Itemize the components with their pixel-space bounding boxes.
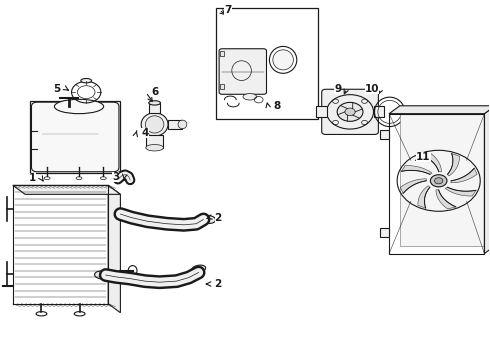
Text: 7: 7 bbox=[224, 5, 232, 15]
Text: 11: 11 bbox=[416, 152, 431, 162]
Bar bbox=[216, 8, 318, 119]
Polygon shape bbox=[436, 190, 456, 209]
Text: 10: 10 bbox=[365, 84, 379, 94]
Ellipse shape bbox=[149, 101, 160, 105]
FancyBboxPatch shape bbox=[31, 102, 119, 172]
Bar bbox=[149, 103, 160, 113]
Bar bbox=[380, 228, 389, 237]
Polygon shape bbox=[400, 179, 426, 193]
Polygon shape bbox=[400, 106, 490, 246]
FancyBboxPatch shape bbox=[219, 49, 267, 94]
Polygon shape bbox=[485, 106, 490, 253]
Text: 2: 2 bbox=[215, 279, 222, 289]
Text: 6: 6 bbox=[151, 87, 158, 97]
Text: 2: 2 bbox=[215, 213, 222, 222]
Polygon shape bbox=[108, 185, 121, 313]
Polygon shape bbox=[401, 166, 432, 174]
Text: 1: 1 bbox=[29, 173, 36, 183]
Text: 3: 3 bbox=[112, 172, 119, 182]
Ellipse shape bbox=[178, 120, 187, 129]
Polygon shape bbox=[13, 185, 121, 194]
Bar bbox=[316, 107, 327, 117]
Circle shape bbox=[435, 178, 443, 184]
Ellipse shape bbox=[243, 94, 257, 100]
Text: 8: 8 bbox=[273, 102, 280, 112]
Bar bbox=[168, 120, 182, 129]
Ellipse shape bbox=[273, 50, 294, 70]
Circle shape bbox=[345, 108, 355, 116]
Circle shape bbox=[430, 175, 447, 187]
Ellipse shape bbox=[95, 271, 109, 279]
Bar bbox=[30, 101, 121, 173]
Ellipse shape bbox=[81, 78, 92, 83]
Text: 9: 9 bbox=[334, 84, 342, 94]
Polygon shape bbox=[418, 186, 430, 208]
Ellipse shape bbox=[54, 99, 103, 114]
Polygon shape bbox=[451, 168, 477, 183]
Bar bbox=[389, 114, 485, 253]
Polygon shape bbox=[447, 153, 460, 176]
Circle shape bbox=[337, 102, 363, 121]
Polygon shape bbox=[421, 153, 441, 172]
Ellipse shape bbox=[141, 113, 168, 136]
Bar bbox=[146, 135, 163, 148]
Text: 5: 5 bbox=[53, 84, 60, 94]
Bar bbox=[380, 130, 389, 139]
Bar bbox=[220, 51, 224, 56]
Bar bbox=[220, 84, 224, 89]
Polygon shape bbox=[445, 187, 476, 196]
Ellipse shape bbox=[192, 265, 206, 273]
Text: 4: 4 bbox=[141, 129, 148, 138]
Polygon shape bbox=[389, 106, 490, 114]
Ellipse shape bbox=[201, 215, 216, 224]
Bar bbox=[373, 107, 384, 117]
FancyBboxPatch shape bbox=[322, 89, 378, 134]
Ellipse shape bbox=[146, 116, 164, 133]
Ellipse shape bbox=[146, 144, 163, 151]
